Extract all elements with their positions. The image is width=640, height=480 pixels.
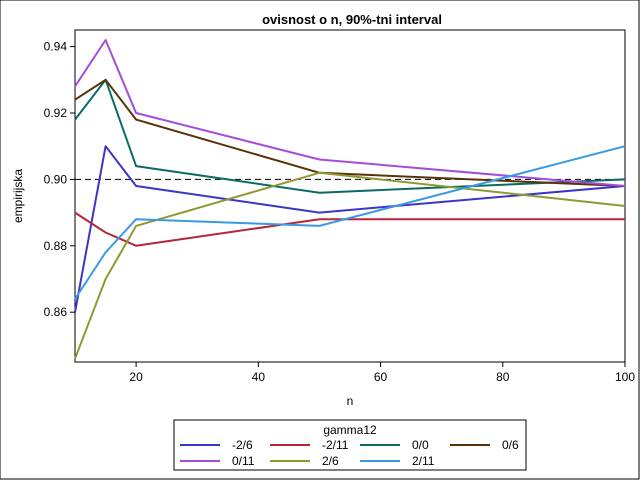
legend-label: 2/11	[412, 454, 435, 468]
legend-items: -2/6 -2/11 0/0 0/6 0/11 2/6 2/11	[180, 438, 519, 468]
x-tick-label: 100	[615, 370, 635, 384]
chart-title: ovisnost o n, 90%-tni interval	[262, 12, 442, 27]
legend-label: 2/6	[322, 454, 339, 468]
y-tick-label: 0.92	[44, 106, 68, 120]
y-axis-label: empirijska	[11, 169, 25, 223]
x-axis: 20 40 60 80 100	[129, 362, 635, 384]
legend-label: 0/11	[232, 454, 255, 468]
x-tick-label: 60	[374, 370, 388, 384]
series-line-6	[74, 145, 626, 300]
legend-label: -2/11	[322, 438, 349, 452]
y-tick-label: 0.88	[44, 239, 68, 253]
series-line-0	[74, 145, 626, 313]
plot-frame	[74, 29, 626, 363]
series-line-2	[74, 78, 626, 194]
legend: gamma12 -2/6 -2/11 0/0 0/6 0/11 2/6 2/11	[173, 419, 527, 471]
plot-area	[74, 29, 626, 363]
x-axis-label: n	[347, 394, 354, 408]
x-tick-label: 80	[496, 370, 510, 384]
legend-title: gamma12	[323, 423, 377, 437]
legend-label: 0/0	[412, 438, 429, 452]
legend-label: 0/6	[502, 438, 519, 452]
series-line-4	[74, 39, 626, 187]
y-axis: 0.86 0.88 0.90 0.92 0.94	[44, 40, 75, 319]
y-tick-label: 0.90	[44, 172, 68, 186]
series-line-1	[74, 211, 625, 247]
series-line-5	[74, 171, 626, 360]
y-tick-label: 0.86	[44, 305, 68, 319]
y-tick-label: 0.94	[44, 40, 68, 54]
x-tick-label: 40	[252, 370, 266, 384]
x-tick-label: 20	[129, 370, 143, 384]
series-line-3	[74, 78, 626, 187]
series-group	[74, 39, 626, 360]
legend-label: -2/6	[232, 438, 253, 452]
